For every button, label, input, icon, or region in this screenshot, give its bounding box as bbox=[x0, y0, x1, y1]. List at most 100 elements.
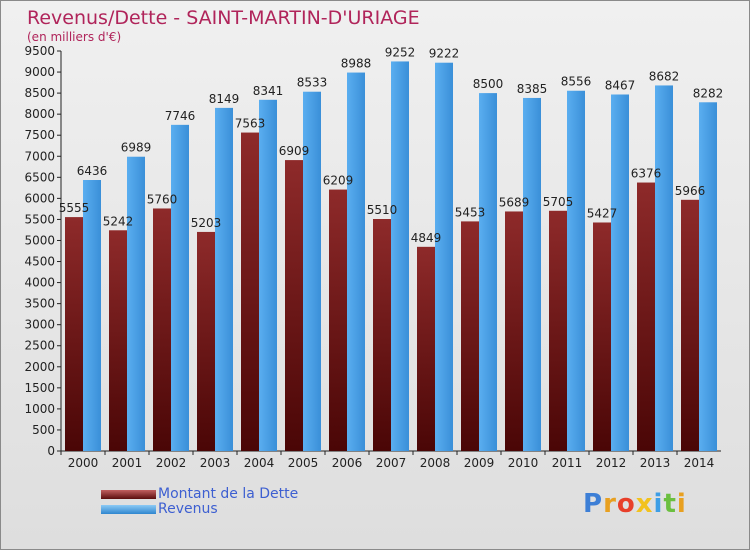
data-label-revenus: 9252 bbox=[385, 45, 416, 59]
bar-revenus bbox=[259, 99, 277, 452]
legend-item-dette: Montant de la Dette bbox=[101, 487, 298, 502]
data-label-dette: 5689 bbox=[499, 195, 530, 209]
chart-subtitle: (en milliers d'€) bbox=[27, 30, 122, 44]
y-tick-label: 0 bbox=[47, 444, 55, 458]
y-tick-label: 7500 bbox=[24, 128, 55, 142]
bar-dette bbox=[593, 222, 611, 451]
bar-revenus bbox=[83, 180, 101, 451]
bar-dette bbox=[241, 132, 259, 451]
bar-revenus bbox=[611, 94, 629, 451]
bar-dette bbox=[329, 189, 347, 451]
bar-dette bbox=[109, 230, 127, 451]
y-tick-label: 4500 bbox=[24, 255, 55, 269]
bar-revenus bbox=[699, 102, 717, 451]
data-label-revenus: 6989 bbox=[121, 141, 152, 155]
data-label-revenus: 8500 bbox=[473, 77, 504, 91]
bar-revenus bbox=[479, 93, 497, 452]
data-label-dette: 6376 bbox=[631, 167, 662, 181]
data-label-revenus: 7746 bbox=[165, 109, 196, 123]
y-tick-label: 1500 bbox=[24, 381, 55, 395]
data-label-dette: 6909 bbox=[279, 144, 310, 158]
data-label-revenus: 8467 bbox=[605, 78, 636, 92]
data-label-dette: 4849 bbox=[411, 231, 442, 245]
y-tick-label: 4000 bbox=[24, 276, 55, 290]
bar-revenus bbox=[347, 72, 365, 451]
bar-revenus bbox=[435, 62, 453, 451]
bar-revenus bbox=[171, 124, 189, 451]
x-tick-label: 2010 bbox=[508, 456, 539, 470]
data-label-revenus: 8282 bbox=[693, 86, 724, 100]
x-tick-label: 2000 bbox=[68, 456, 99, 470]
x-tick-label: 2014 bbox=[684, 456, 715, 470]
bar-dette bbox=[681, 199, 699, 451]
legend-label-revenus: Revenus bbox=[158, 501, 218, 517]
x-tick-label: 2005 bbox=[288, 456, 319, 470]
bar-revenus bbox=[303, 91, 321, 451]
x-tick-label: 2004 bbox=[244, 456, 275, 470]
data-label-dette: 5510 bbox=[367, 203, 398, 217]
data-label-dette: 5966 bbox=[675, 184, 706, 198]
proxiti-logo: Proxiti bbox=[583, 489, 687, 519]
x-tick-label: 2003 bbox=[200, 456, 231, 470]
data-label-dette: 5705 bbox=[543, 195, 574, 209]
bar-dette bbox=[197, 231, 215, 451]
data-label-revenus: 8988 bbox=[341, 57, 372, 71]
y-tick-label: 8500 bbox=[24, 86, 55, 100]
y-tick-label: 6500 bbox=[24, 170, 55, 184]
bar-dette bbox=[637, 182, 655, 451]
bar-dette bbox=[549, 210, 567, 451]
bar-dette bbox=[373, 219, 391, 451]
logo-letter: P bbox=[583, 489, 604, 519]
data-label-revenus: 8556 bbox=[561, 75, 592, 89]
logo-letter: o bbox=[616, 489, 636, 519]
legend-swatch-revenus bbox=[101, 505, 156, 514]
y-tick-label: 2000 bbox=[24, 360, 55, 374]
logo-letter: i bbox=[676, 489, 687, 519]
bar-revenus bbox=[567, 90, 585, 451]
data-label-dette: 5453 bbox=[455, 205, 486, 219]
x-tick-label: 2007 bbox=[376, 456, 407, 470]
data-label-revenus: 8341 bbox=[253, 84, 284, 98]
bar-dette bbox=[461, 221, 479, 451]
logo-letter: t bbox=[663, 489, 677, 519]
y-tick-label: 500 bbox=[32, 423, 55, 437]
y-tick-label: 7000 bbox=[24, 149, 55, 163]
y-tick-label: 2500 bbox=[24, 339, 55, 353]
bar-dette bbox=[505, 211, 523, 451]
data-label-dette: 5555 bbox=[59, 201, 90, 215]
y-tick-label: 9000 bbox=[24, 65, 55, 79]
data-label-dette: 5427 bbox=[587, 206, 618, 220]
legend: Montant de la Dette Revenus bbox=[101, 487, 298, 517]
legend-label-dette: Montant de la Dette bbox=[158, 486, 299, 502]
data-label-revenus: 9222 bbox=[429, 47, 460, 61]
data-label-dette: 7563 bbox=[235, 117, 266, 131]
data-label-dette: 6209 bbox=[323, 174, 354, 188]
x-tick-label: 2013 bbox=[640, 456, 671, 470]
data-label-dette: 5242 bbox=[103, 214, 134, 228]
data-label-revenus: 8385 bbox=[517, 82, 548, 96]
y-tick-label: 3000 bbox=[24, 318, 55, 332]
x-tick-label: 2001 bbox=[112, 456, 143, 470]
bar-dette bbox=[65, 217, 83, 451]
logo-letter: r bbox=[603, 489, 617, 519]
y-tick-label: 3500 bbox=[24, 297, 55, 311]
bar-dette bbox=[285, 160, 303, 452]
x-tick-label: 2008 bbox=[420, 456, 451, 470]
bar-dette bbox=[417, 246, 435, 451]
data-label-revenus: 8533 bbox=[297, 76, 328, 90]
y-tick-label: 5500 bbox=[24, 212, 55, 226]
x-tick-label: 2002 bbox=[156, 456, 187, 470]
bar-revenus bbox=[655, 85, 673, 451]
x-tick-label: 2011 bbox=[552, 456, 583, 470]
legend-swatch-dette bbox=[101, 490, 156, 499]
logo-letter: x bbox=[635, 489, 654, 519]
data-label-revenus: 8149 bbox=[209, 92, 240, 106]
data-label-dette: 5760 bbox=[147, 192, 178, 206]
bar-revenus bbox=[523, 97, 541, 452]
bar-revenus bbox=[127, 156, 145, 451]
y-tick-label: 6000 bbox=[24, 191, 55, 205]
x-tick-label: 2006 bbox=[332, 456, 363, 470]
chart-title: Revenus/Dette - SAINT-MARTIN-D'URIAGE bbox=[27, 7, 420, 29]
y-tick-label: 8000 bbox=[24, 107, 55, 121]
bar-revenus bbox=[391, 61, 409, 451]
